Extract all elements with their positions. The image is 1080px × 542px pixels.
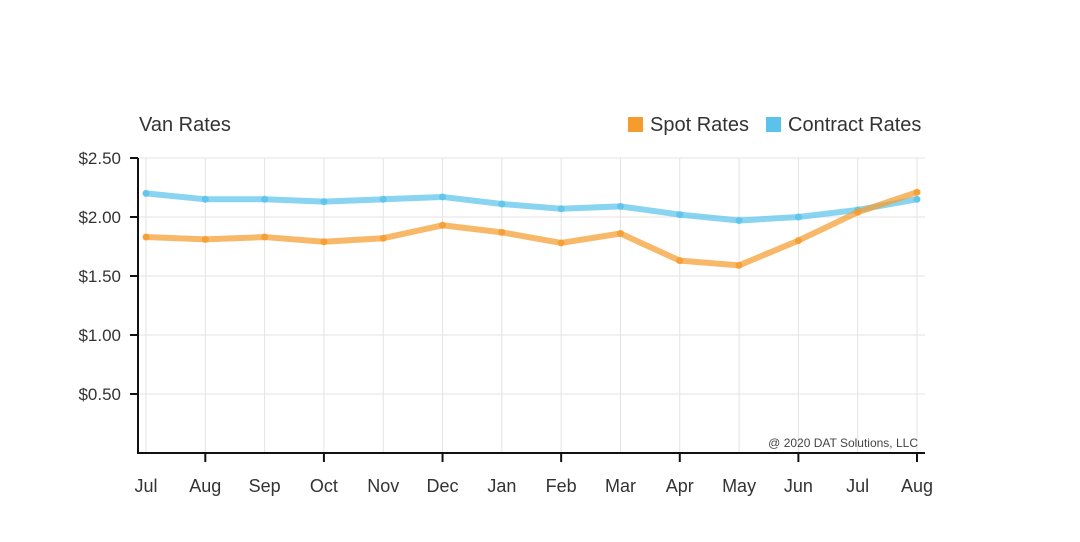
series — [142, 188, 921, 269]
x-tick-label: Aug — [189, 476, 221, 496]
x-tick-label: Mar — [605, 476, 636, 496]
point-spot-rates[interactable] — [379, 234, 387, 242]
point-spot-rates[interactable] — [498, 228, 506, 236]
y-axis-ticks: $0.50 $1.00 $1.50 $2.00 $2.50 — [78, 149, 138, 404]
point-contract-rates[interactable] — [261, 195, 269, 203]
legend-label-contract-rates: Contract Rates — [788, 114, 921, 136]
series-contract-rates — [142, 189, 921, 225]
x-tick-label: Jul — [846, 476, 869, 496]
point-spot-rates[interactable] — [913, 188, 921, 196]
y-tick-label: $1.50 — [78, 267, 121, 286]
point-spot-rates[interactable] — [616, 230, 624, 238]
x-tick-label: Jan — [487, 476, 516, 496]
point-contract-rates[interactable] — [379, 195, 387, 203]
x-tick-label: Dec — [427, 476, 459, 496]
y-tick-label: $0.50 — [78, 385, 121, 404]
line-spot-rates — [143, 189, 920, 269]
x-tick-label: Nov — [367, 476, 399, 496]
x-tick-label: Apr — [666, 476, 694, 496]
point-contract-rates[interactable] — [616, 202, 624, 210]
point-spot-rates[interactable] — [201, 235, 209, 243]
point-contract-rates[interactable] — [498, 200, 506, 208]
point-spot-rates[interactable] — [261, 233, 269, 241]
point-spot-rates[interactable] — [794, 237, 802, 245]
legend-item-contract-rates[interactable]: Contract Rates — [766, 114, 921, 136]
y-tick-label: $1.00 — [78, 326, 121, 345]
point-contract-rates[interactable] — [735, 217, 743, 225]
x-axis-ticks: Jul Aug Sep Oct Nov Dec Jan Feb Mar Apr May Jun Jul A… — [134, 453, 933, 496]
series-spot-rates — [142, 188, 921, 269]
point-contract-rates[interactable] — [794, 213, 802, 221]
x-tick-label: Sep — [249, 476, 281, 496]
point-contract-rates[interactable] — [913, 195, 921, 203]
point-spot-rates[interactable] — [557, 239, 565, 247]
point-spot-rates[interactable] — [142, 233, 150, 241]
chart-title: Van Rates — [139, 114, 231, 136]
point-contract-rates[interactable] — [142, 189, 150, 197]
point-spot-rates[interactable] — [735, 261, 743, 269]
line-contract-rates — [143, 190, 920, 224]
x-tick-label: Feb — [546, 476, 577, 496]
axes — [137, 158, 925, 454]
point-contract-rates[interactable] — [557, 205, 565, 213]
x-tick-label: Oct — [310, 476, 338, 496]
point-spot-rates[interactable] — [854, 208, 862, 216]
x-tick-label: Jul — [134, 476, 157, 496]
copyright-annotation: @ 2020 DAT Solutions, LLC — [768, 436, 918, 450]
point-contract-rates[interactable] — [320, 198, 328, 206]
point-contract-rates[interactable] — [676, 211, 684, 219]
x-tick-label: Jun — [784, 476, 813, 496]
legend-swatch-spot-rates — [628, 117, 643, 132]
point-contract-rates[interactable] — [439, 193, 447, 201]
x-tick-label: Aug — [901, 476, 933, 496]
legend-label-spot-rates: Spot Rates — [650, 114, 749, 136]
y-tick-label: $2.00 — [78, 208, 121, 227]
y-tick-label: $2.50 — [78, 149, 121, 168]
legend: Spot Rates Contract Rates — [628, 114, 921, 136]
point-spot-rates[interactable] — [439, 221, 447, 229]
point-contract-rates[interactable] — [201, 195, 209, 203]
point-spot-rates[interactable] — [320, 238, 328, 246]
point-spot-rates[interactable] — [676, 257, 684, 265]
legend-swatch-contract-rates — [766, 117, 781, 132]
x-tick-label: May — [722, 476, 756, 496]
legend-item-spot-rates[interactable]: Spot Rates — [628, 114, 749, 136]
